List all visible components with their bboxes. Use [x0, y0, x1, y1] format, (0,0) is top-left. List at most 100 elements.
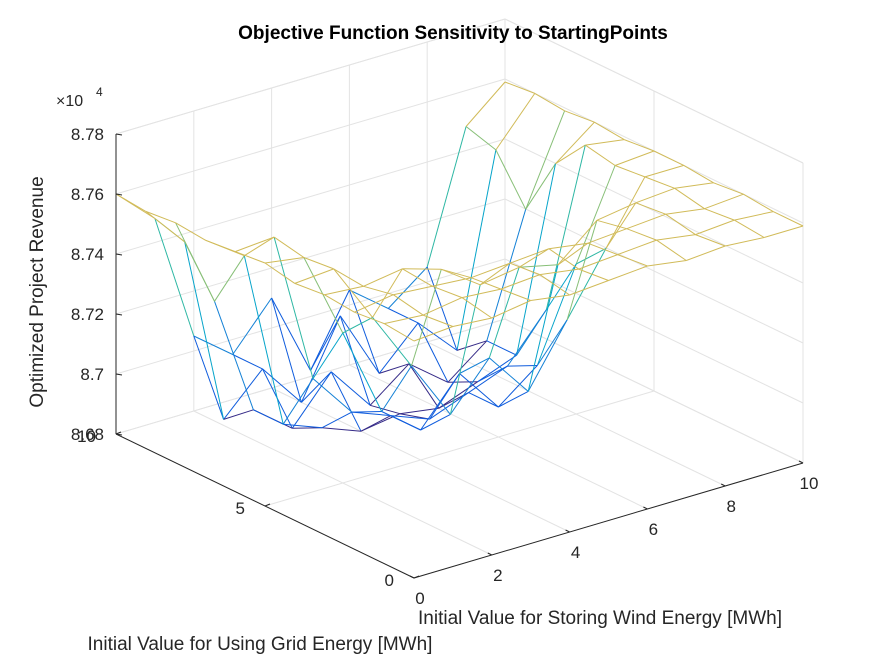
mesh-edge [378, 322, 419, 374]
mesh-edge [351, 411, 382, 413]
z-tick [115, 373, 123, 376]
mesh-edge [557, 242, 589, 266]
z-multiplier-exponent: 4 [96, 85, 103, 99]
grid-line [115, 198, 506, 315]
mesh-edge [322, 427, 362, 432]
z-tick [115, 133, 123, 136]
mesh-edge [402, 268, 433, 287]
mesh-edge [312, 378, 353, 413]
z-multiplier-base: ×10 [56, 93, 83, 110]
mesh-edge [447, 340, 488, 383]
mesh-edge [438, 381, 478, 409]
z-tick [115, 433, 123, 436]
mesh-edge [461, 297, 493, 319]
mesh-edge [235, 236, 275, 253]
mesh-edge [486, 340, 517, 356]
mesh-edge [470, 277, 502, 290]
box-edge [504, 18, 804, 164]
mesh-edge [624, 139, 655, 152]
x-tick-label: 4 [571, 543, 580, 562]
mesh-edge [363, 285, 394, 296]
mesh-edge [686, 245, 726, 261]
mesh-edge [223, 368, 263, 420]
mesh-edge [348, 289, 380, 374]
mesh-edge [626, 228, 657, 241]
y-tick-label: 5 [236, 499, 245, 518]
mesh-edge [734, 219, 765, 238]
mesh-edge [214, 255, 245, 302]
mesh-edge [569, 280, 609, 296]
x-tick [487, 552, 493, 556]
mesh-edge [154, 218, 195, 337]
mesh-edge [695, 234, 726, 247]
grid-line [264, 390, 655, 507]
mesh-edge [647, 260, 687, 267]
z-axis-label: Optimized Project Revenue [27, 176, 48, 407]
mesh-edge [539, 268, 579, 276]
mesh-edge [674, 182, 714, 189]
mesh-edge [525, 110, 566, 210]
mesh-edge [468, 365, 508, 394]
z-tick-label: 8.74 [71, 245, 104, 264]
mesh-edge [548, 242, 588, 250]
mesh-edge [456, 149, 497, 351]
mesh-edge [605, 202, 637, 249]
mesh-edge [536, 263, 577, 366]
mesh-edge [479, 266, 520, 286]
mesh-edge [456, 340, 487, 351]
mesh-edge [656, 239, 687, 261]
mesh-edge [530, 294, 570, 301]
mesh-edge [283, 423, 323, 429]
mesh-edge [388, 308, 419, 324]
mesh-edge [734, 211, 774, 221]
mesh-edge [674, 187, 705, 210]
mesh-edge [333, 268, 364, 287]
mesh-edge [214, 301, 254, 410]
mesh-edge [253, 409, 284, 425]
mesh-edge [596, 202, 637, 221]
y-tick-label: 0 [385, 571, 394, 590]
mesh-edge [411, 365, 451, 415]
mesh-edge [301, 371, 332, 403]
mesh-edge [725, 237, 765, 247]
x-tick-label: 2 [493, 566, 502, 585]
mesh-edge [713, 182, 744, 195]
mesh-edge [193, 335, 233, 355]
z-tick-label: 8.68 [71, 425, 104, 444]
axis-lines [115, 133, 804, 579]
mesh-edge [324, 294, 355, 313]
mesh-edge [665, 208, 705, 215]
mesh-edge [381, 365, 412, 412]
mesh-edge [349, 289, 389, 309]
x-tick-label: 8 [726, 497, 735, 516]
mesh-edge [422, 297, 463, 316]
mesh-edge [408, 363, 449, 383]
mesh-edge [441, 268, 481, 286]
grid-line [115, 138, 506, 255]
mesh-edge [564, 110, 595, 123]
mesh-edge [310, 315, 341, 371]
mesh-edge [509, 248, 550, 264]
chart-title: Objective Function Sensitivity to Starti… [238, 23, 668, 44]
mesh-edge [300, 315, 341, 403]
mesh-edge [683, 164, 714, 184]
mesh-edge [232, 297, 273, 355]
y-tick [413, 575, 420, 579]
x-tick [643, 506, 648, 510]
mesh-edge [145, 211, 186, 243]
mesh-edge [578, 268, 609, 281]
mesh-edge [303, 257, 344, 334]
mesh-edge [339, 315, 371, 406]
mesh-edge [294, 282, 325, 296]
mesh-edge [342, 316, 373, 334]
mesh-edge [342, 332, 383, 412]
mesh-edge [461, 288, 502, 299]
mesh-edge [452, 317, 492, 327]
mesh-edge [232, 354, 263, 370]
mesh-edge [772, 211, 804, 227]
mesh-edge [321, 411, 353, 429]
mesh-edge [244, 236, 275, 257]
mesh-edge [330, 371, 371, 406]
mesh-edge [491, 300, 531, 319]
